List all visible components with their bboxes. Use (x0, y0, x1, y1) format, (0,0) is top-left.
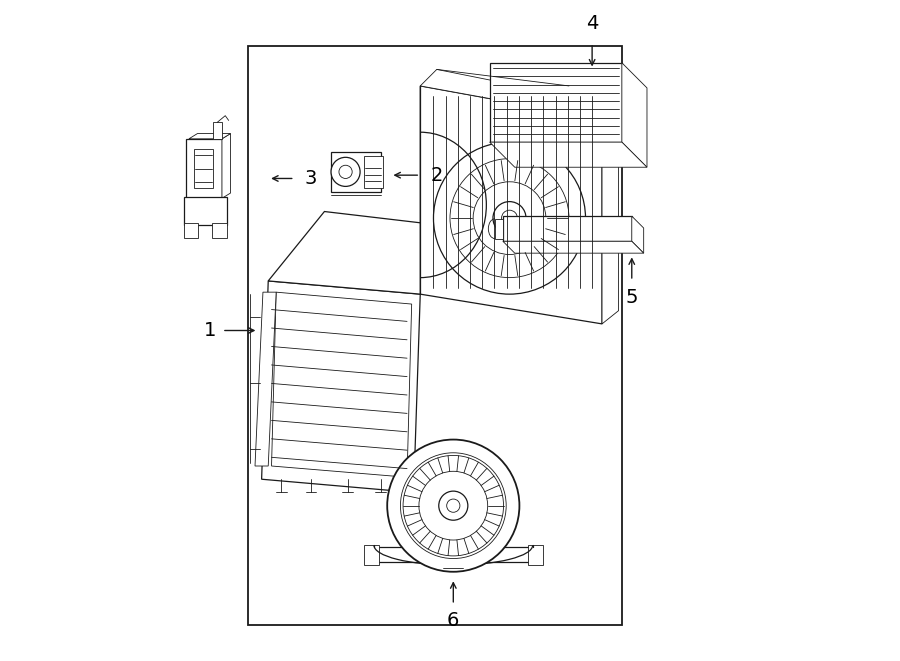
Bar (331, 152, 381, 192)
Circle shape (387, 440, 519, 572)
Polygon shape (222, 134, 230, 198)
Bar (184, 197, 227, 225)
Polygon shape (622, 63, 647, 167)
Text: 6: 6 (447, 611, 460, 631)
Polygon shape (632, 216, 644, 253)
Text: 3: 3 (304, 169, 317, 188)
Polygon shape (490, 142, 647, 167)
Circle shape (400, 453, 506, 559)
Circle shape (450, 159, 569, 278)
Polygon shape (602, 106, 618, 324)
Circle shape (339, 165, 352, 178)
Bar (212, 223, 227, 238)
Circle shape (418, 471, 488, 540)
Bar (185, 139, 222, 198)
Bar (248, 46, 622, 625)
Polygon shape (374, 547, 533, 562)
Polygon shape (268, 212, 493, 294)
Bar (503, 216, 632, 241)
Polygon shape (189, 134, 230, 139)
Circle shape (493, 202, 526, 235)
Bar (184, 223, 198, 238)
Bar (364, 156, 382, 188)
Circle shape (403, 455, 503, 556)
Bar (528, 545, 543, 565)
Polygon shape (213, 122, 222, 139)
Circle shape (473, 182, 545, 254)
Polygon shape (495, 219, 503, 239)
Circle shape (331, 157, 360, 186)
Circle shape (446, 499, 460, 512)
Polygon shape (255, 292, 276, 466)
Circle shape (501, 210, 518, 226)
Bar (194, 149, 213, 188)
Text: 4: 4 (586, 14, 598, 33)
Polygon shape (420, 86, 602, 324)
Polygon shape (420, 69, 618, 119)
Circle shape (434, 142, 586, 294)
Text: 1: 1 (204, 321, 217, 340)
Text: 5: 5 (626, 288, 638, 307)
Polygon shape (262, 281, 420, 492)
Text: 2: 2 (430, 166, 443, 184)
Bar (490, 63, 622, 142)
Bar (364, 545, 379, 565)
Polygon shape (503, 241, 644, 253)
Polygon shape (272, 292, 411, 477)
Circle shape (439, 491, 468, 520)
